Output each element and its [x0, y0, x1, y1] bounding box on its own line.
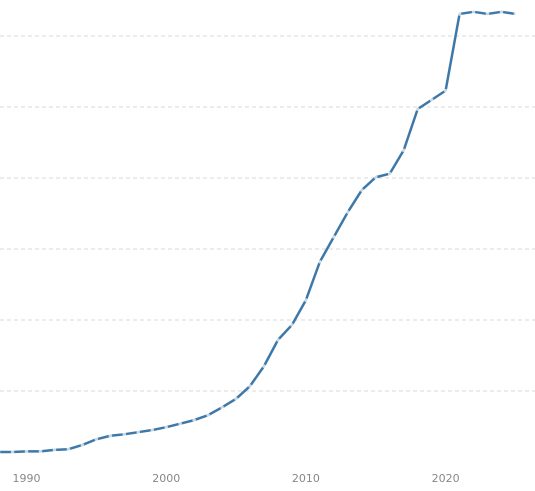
- point: [443, 88, 448, 93]
- point: [38, 449, 43, 454]
- point: [373, 175, 378, 180]
- point: [234, 397, 238, 401]
- point: [150, 428, 155, 432]
- point: [66, 447, 71, 452]
- point: [318, 259, 322, 264]
- point: [178, 421, 182, 426]
- point: [52, 448, 57, 452]
- point: [248, 384, 252, 388]
- point: [94, 437, 99, 442]
- line: [0, 10, 516, 454]
- x-tick-label: 2020: [432, 472, 460, 485]
- point: [220, 405, 224, 410]
- point: [276, 338, 280, 342]
- x-tick-label: 2010: [292, 472, 320, 485]
- point: [499, 10, 504, 14]
- point: [471, 10, 476, 14]
- point: [332, 235, 336, 239]
- point: [108, 433, 113, 438]
- x-tick-label: 1990: [13, 472, 41, 485]
- point: [485, 12, 490, 16]
- point: [401, 148, 406, 153]
- point: [415, 107, 420, 111]
- point: [387, 171, 392, 176]
- point: [10, 450, 15, 454]
- point: [24, 449, 29, 454]
- point: [290, 323, 294, 327]
- point: [262, 364, 266, 368]
- point: [136, 430, 141, 434]
- point: [80, 443, 85, 447]
- point: [206, 413, 210, 417]
- x-tick-label: 2000: [152, 472, 180, 485]
- point: [192, 418, 196, 422]
- point: [429, 98, 434, 102]
- point: [164, 425, 169, 430]
- point: [122, 432, 127, 437]
- point: [359, 188, 364, 192]
- point: [304, 298, 308, 302]
- point: [513, 12, 518, 16]
- point: [457, 12, 462, 16]
- point: [346, 210, 350, 214]
